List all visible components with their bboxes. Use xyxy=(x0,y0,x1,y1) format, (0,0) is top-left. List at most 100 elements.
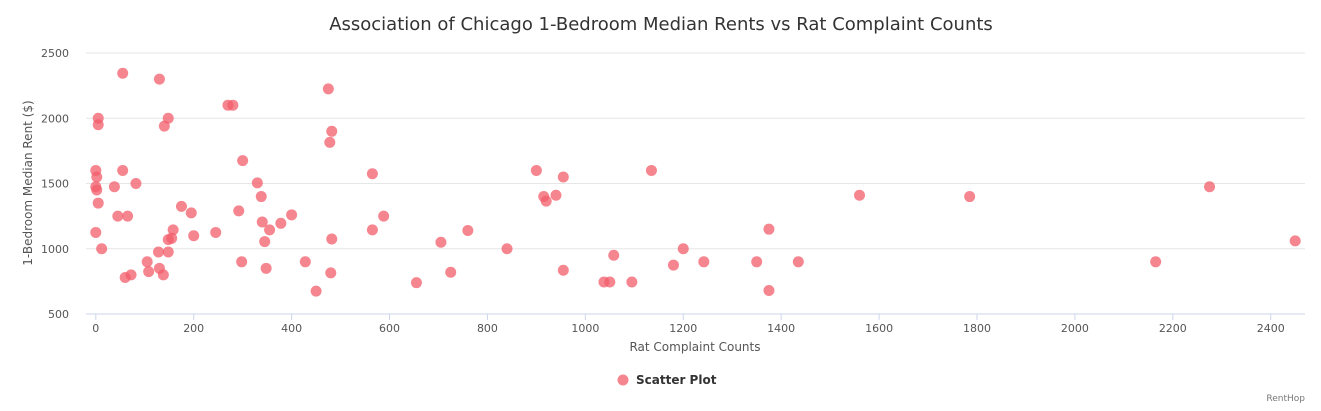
scatter-point[interactable] xyxy=(188,230,200,242)
scatter-point[interactable] xyxy=(275,217,287,229)
scatter-point[interactable] xyxy=(152,246,164,258)
scatter-point[interactable] xyxy=(1289,235,1301,247)
scatter-point[interactable] xyxy=(792,256,804,268)
scatter-point[interactable] xyxy=(91,184,103,196)
scatter-point[interactable] xyxy=(299,256,311,268)
scatter-point[interactable] xyxy=(763,285,775,297)
scatter-point[interactable] xyxy=(530,164,542,176)
scatter-point[interactable] xyxy=(540,195,552,207)
scatter-point[interactable] xyxy=(667,259,679,271)
scatter-point[interactable] xyxy=(91,171,103,183)
scatter-point[interactable] xyxy=(251,177,263,189)
scatter-point[interactable] xyxy=(167,224,179,236)
scatter-point[interactable] xyxy=(143,266,155,278)
scatter-point[interactable] xyxy=(210,226,222,238)
y-tick-label: 2500 xyxy=(41,47,69,60)
scatter-point[interactable] xyxy=(1204,181,1216,193)
y-axis-title: 1-Bedroom Median Rent ($) xyxy=(21,100,35,265)
y-tick-label: 500 xyxy=(48,308,69,321)
scatter-point[interactable] xyxy=(122,210,134,222)
scatter-point[interactable] xyxy=(445,266,457,278)
scatter-point[interactable] xyxy=(256,216,268,228)
scatter-point[interactable] xyxy=(117,67,129,79)
scatter-point[interactable] xyxy=(322,83,334,95)
scatter-point[interactable] xyxy=(326,125,338,137)
y-axis-ticks: 500 1000 1500 2000 2500 xyxy=(41,47,69,321)
scatter-point[interactable] xyxy=(677,243,689,255)
scatter-point[interactable] xyxy=(162,246,174,258)
scatter-point[interactable] xyxy=(964,191,976,203)
scatter-point[interactable] xyxy=(119,271,131,283)
scatter-point[interactable] xyxy=(255,191,267,203)
scatter-point[interactable] xyxy=(550,189,562,201)
x-tick-label: 400 xyxy=(281,322,302,335)
scatter-point[interactable] xyxy=(237,155,249,167)
x-axis-title: Rat Complaint Counts xyxy=(629,340,760,354)
x-tick-label: 200 xyxy=(183,322,204,335)
x-axis-ticks: 0 200 400 600 800 1000 1200 1400 1600 1800 2000 220… xyxy=(92,314,1285,335)
scatter-point[interactable] xyxy=(130,178,142,189)
scatter-point[interactable] xyxy=(92,119,104,131)
scatter-point[interactable] xyxy=(141,256,153,268)
scatter-point[interactable] xyxy=(325,267,337,279)
x-tick-label: 2200 xyxy=(1159,322,1187,335)
scatter-point[interactable] xyxy=(604,276,616,288)
scatter-point[interactable] xyxy=(378,210,390,222)
scatter-point[interactable] xyxy=(175,200,187,212)
gridlines xyxy=(86,52,1305,315)
scatter-point[interactable] xyxy=(501,243,513,255)
x-tick-label: 1400 xyxy=(767,322,795,335)
x-tick-label: 1800 xyxy=(963,322,991,335)
x-tick-label: 1000 xyxy=(571,322,599,335)
x-tick-label: 0 xyxy=(92,322,99,335)
scatter-point[interactable] xyxy=(366,224,378,236)
scatter-point[interactable] xyxy=(227,99,239,111)
scatter-point[interactable] xyxy=(259,236,271,248)
scatter-point[interactable] xyxy=(763,223,775,235)
scatter-point[interactable] xyxy=(751,256,763,268)
scatter-point[interactable] xyxy=(162,234,174,246)
x-tick-label: 600 xyxy=(379,322,400,335)
scatter-point[interactable] xyxy=(264,224,276,236)
scatter-point[interactable] xyxy=(108,181,120,193)
scatter-points xyxy=(90,67,1301,297)
x-tick-label: 2400 xyxy=(1257,322,1285,335)
scatter-point[interactable] xyxy=(326,233,338,245)
scatter-point[interactable] xyxy=(158,120,170,132)
credit-label[interactable]: RentHop xyxy=(1266,394,1305,404)
scatter-point[interactable] xyxy=(236,256,248,268)
legend[interactable]: Scatter Plot xyxy=(617,373,717,387)
scatter-point[interactable] xyxy=(286,209,298,221)
scatter-point[interactable] xyxy=(233,205,245,217)
scatter-point[interactable] xyxy=(96,243,108,255)
scatter-point[interactable] xyxy=(92,197,104,209)
scatter-point[interactable] xyxy=(260,262,272,274)
y-tick-label: 2000 xyxy=(41,112,69,125)
scatter-point[interactable] xyxy=(435,236,447,248)
scatter-point[interactable] xyxy=(185,207,197,219)
scatter-point[interactable] xyxy=(645,164,657,176)
scatter-point[interactable] xyxy=(626,276,638,288)
scatter-point[interactable] xyxy=(462,224,474,236)
legend-label[interactable]: Scatter Plot xyxy=(636,373,717,387)
scatter-point[interactable] xyxy=(557,171,569,183)
scatter-point[interactable] xyxy=(1150,256,1162,268)
scatter-point[interactable] xyxy=(698,256,710,268)
x-tick-label: 800 xyxy=(477,322,498,335)
scatter-point[interactable] xyxy=(90,226,102,238)
y-tick-label: 1500 xyxy=(41,178,69,191)
scatter-point[interactable] xyxy=(117,164,129,176)
scatter-point[interactable] xyxy=(324,136,336,148)
scatter-point[interactable] xyxy=(153,73,165,85)
chart-title: Association of Chicago 1-Bedroom Median … xyxy=(329,14,993,35)
scatter-point[interactable] xyxy=(410,277,422,289)
scatter-point[interactable] xyxy=(366,168,378,180)
scatter-point[interactable] xyxy=(854,189,866,201)
legend-marker[interactable] xyxy=(617,374,629,386)
scatter-point[interactable] xyxy=(157,269,169,281)
scatter-point[interactable] xyxy=(310,285,322,297)
scatter-point[interactable] xyxy=(557,264,569,276)
scatter-point[interactable] xyxy=(112,210,124,222)
scatter-point[interactable] xyxy=(608,249,620,261)
